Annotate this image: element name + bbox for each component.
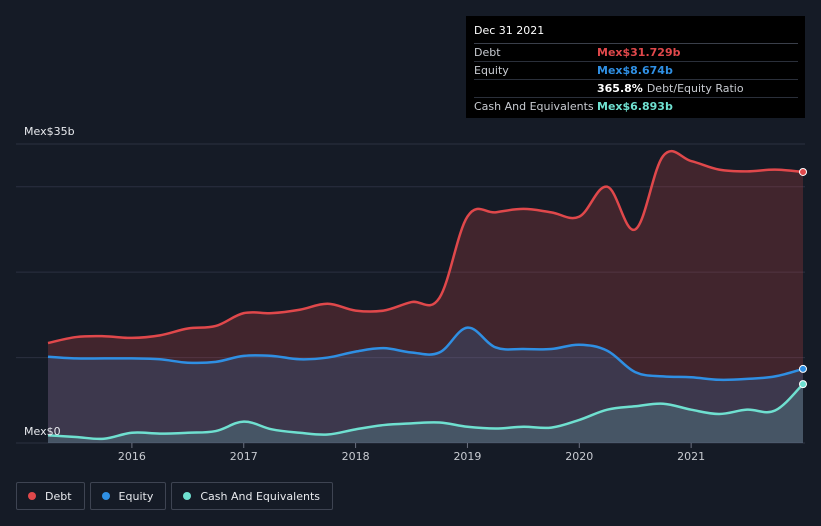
tooltip-debt-value: Mex$31.729b xyxy=(597,46,681,59)
area-debt xyxy=(48,151,803,443)
end-marker-debt xyxy=(799,167,807,176)
tooltip-row-debt: Debt Mex$31.729b xyxy=(474,43,798,61)
end-marker-cash xyxy=(799,380,807,389)
y-axis-bottom-label: Mex$0 xyxy=(24,425,61,438)
tooltip-row-equity: Equity Mex$8.674b xyxy=(474,61,798,79)
y-axis-top-label: Mex$35b xyxy=(24,125,75,138)
series-lines xyxy=(47,149,804,441)
legend-label-equity: Equity xyxy=(118,489,154,503)
tooltip-row-ratio: 365.8% Debt/Equity Ratio xyxy=(474,79,798,97)
legend-dot-equity xyxy=(101,492,110,500)
legend-item-equity[interactable]: Equity xyxy=(89,482,167,510)
x-tick-label-2018: 2018 xyxy=(342,450,370,463)
x-tick-label-2019: 2019 xyxy=(453,450,481,463)
area-cash xyxy=(48,384,803,443)
tooltip-debt-label: Debt xyxy=(474,46,501,59)
line-debt xyxy=(47,149,804,345)
line-cash xyxy=(47,383,804,441)
x-tick-label-2021: 2021 xyxy=(677,450,705,463)
tooltip-equity-value: Mex$8.674b xyxy=(597,64,673,77)
data-tooltip: Dec 31 2021 Debt Mex$31.729b Equity Mex$… xyxy=(466,16,805,118)
legend-dot-debt xyxy=(28,492,36,500)
area-fills xyxy=(48,151,803,443)
chart-legend: Debt Equity Cash And Equivalents xyxy=(16,482,333,510)
tooltip-ratio-label: Debt/Equity Ratio xyxy=(646,82,744,95)
end-markers xyxy=(799,167,807,389)
end-marker-equity xyxy=(799,364,807,373)
x-tick-label-2016: 2016 xyxy=(118,450,146,463)
tooltip-cash-label: Cash And Equivalents xyxy=(474,100,594,113)
legend-dot-cash xyxy=(183,492,192,500)
x-tick-label-2020: 2020 xyxy=(565,450,593,463)
tooltip-equity-label: Equity xyxy=(474,64,509,77)
tooltip-cash-value: Mex$6.893b xyxy=(597,100,673,113)
tooltip-ratio-value: 365.8% xyxy=(597,82,643,95)
tooltip-row-cash: Cash And Equivalents Mex$6.893b xyxy=(474,97,798,115)
x-tick-label-2017: 2017 xyxy=(230,450,258,463)
x-axis-ticks: 2016 2017 2018 2019 2020 2021 xyxy=(118,443,705,463)
legend-label-cash: Cash And Equivalents xyxy=(200,489,320,503)
line-equity xyxy=(47,326,804,382)
legend-item-cash[interactable]: Cash And Equivalents xyxy=(171,482,333,510)
tooltip-date: Dec 31 2021 xyxy=(474,24,545,37)
legend-label-debt: Debt xyxy=(45,489,72,503)
legend-item-debt[interactable]: Debt xyxy=(16,482,85,510)
